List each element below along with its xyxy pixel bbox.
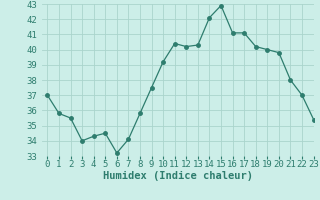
X-axis label: Humidex (Indice chaleur): Humidex (Indice chaleur): [103, 171, 252, 181]
